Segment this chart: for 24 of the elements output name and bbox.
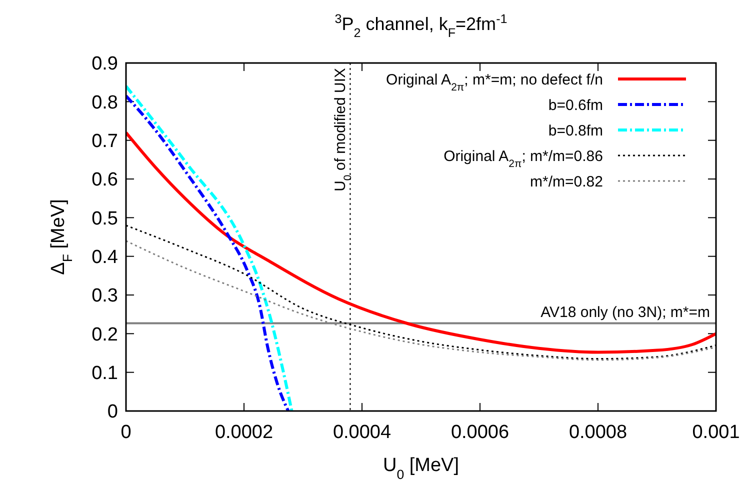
y-tick-label: 0.8 <box>92 92 118 114</box>
x-tick-label: 0.0002 <box>214 422 274 443</box>
ref-line-label: AV18 only (no 3N); m*=m <box>540 304 710 322</box>
y-tick-label: 0.1 <box>92 362 118 384</box>
legend-label: Original A$_{2π}$; m*=m; no defect f/n <box>386 71 603 94</box>
x-tick-label: 0.001 <box>692 422 740 443</box>
y-tick-label: 0.3 <box>92 286 118 307</box>
legend-label: b=0.8fm <box>548 122 603 140</box>
x-tick-label: 0.0008 <box>568 422 628 443</box>
legend-label: m*/m=0.82 <box>530 173 603 190</box>
x-tick-label: 0.0006 <box>450 422 510 443</box>
y-tick-label: 0.5 <box>92 208 118 230</box>
x-tick-label: 0.0004 <box>332 422 392 443</box>
legend-label: b=0.6fm <box>548 96 603 114</box>
y-tick-label: 0.2 <box>92 324 118 346</box>
y-tick-label: 0.6 <box>92 170 118 191</box>
legend-label: Original A$_{2π}$; m*/m=0.86 <box>444 148 603 170</box>
chart-title: $^{3}$P$_{2}$ channel, k$_{F}$=2fm$^{-1}$ <box>334 12 508 40</box>
y-tick-label: 0.4 <box>92 246 118 268</box>
x-tick-label: 0 <box>120 422 132 443</box>
x-axis-title: U$_{0}$ [MeV] <box>382 455 460 482</box>
y-tick-label: 0 <box>107 402 118 423</box>
y-tick-label: 0.9 <box>92 54 118 75</box>
y-tick-label: 0.7 <box>92 130 118 152</box>
